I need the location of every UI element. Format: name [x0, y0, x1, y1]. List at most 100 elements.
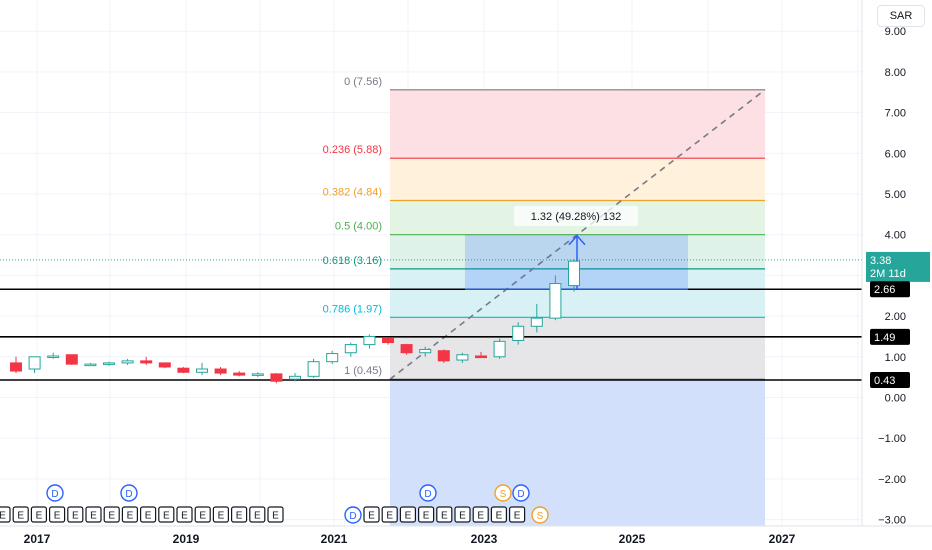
last-price-tag: [866, 251, 930, 282]
price-axis-tick: 8.00: [885, 67, 906, 79]
fib-zone: [390, 317, 765, 380]
earnings-marker[interactable]: [381, 506, 398, 523]
earnings-marker[interactable]: [0, 506, 11, 523]
price-axis-tick: 0.00: [885, 393, 906, 405]
price-axis-tick: −1.00: [878, 433, 906, 445]
candle[interactable]: [530, 317, 543, 327]
earnings-marker[interactable]: [436, 506, 453, 523]
earnings-marker-label: E: [163, 511, 170, 522]
candle[interactable]: [475, 355, 487, 359]
candle[interactable]: [103, 362, 115, 365]
candle[interactable]: [512, 325, 525, 342]
dividend-marker[interactable]: [512, 484, 530, 502]
candle[interactable]: [307, 361, 320, 377]
dividend-marker[interactable]: [419, 484, 437, 502]
dividend-marker[interactable]: [344, 506, 362, 524]
candle[interactable]: [344, 344, 357, 354]
dividend-marker-label: D: [51, 489, 58, 500]
candle[interactable]: [140, 360, 153, 364]
price-range-label: 1.32 (49.28%) 132: [531, 211, 622, 223]
split-marker-label: S: [500, 489, 507, 500]
earnings-marker[interactable]: [249, 506, 266, 523]
currency-selector-button[interactable]: SAR: [877, 5, 925, 27]
candle[interactable]: [326, 353, 339, 363]
price-range-arrowhead: [568, 234, 586, 246]
dividend-marker-label: D: [424, 489, 431, 500]
earnings-marker[interactable]: [12, 506, 29, 523]
fib-level-label: 1 (0.45): [344, 365, 382, 377]
candle[interactable]: [456, 354, 469, 361]
candle[interactable]: [270, 373, 283, 382]
earnings-marker[interactable]: [363, 506, 380, 523]
dividend-marker-label: D: [125, 489, 132, 500]
candle[interactable]: [65, 354, 78, 365]
level-price-tag: [870, 328, 910, 345]
earnings-marker[interactable]: [472, 506, 489, 523]
time-axis-tick: 2017: [24, 532, 51, 546]
earnings-marker[interactable]: [490, 506, 507, 523]
earnings-marker[interactable]: [399, 506, 416, 523]
time-axis-tick: 2025: [619, 532, 646, 546]
candle[interactable]: [233, 372, 246, 376]
price-axis-tick: 7.00: [885, 108, 906, 120]
candle[interactable]: [400, 344, 413, 354]
candle[interactable]: [289, 375, 301, 380]
dividend-marker[interactable]: [46, 484, 64, 502]
earnings-marker-label: E: [423, 511, 430, 522]
candle[interactable]: [121, 360, 134, 364]
earnings-marker[interactable]: [418, 506, 435, 523]
price-axis-tick: 9.00: [885, 26, 906, 38]
fib-zone: [390, 89, 765, 159]
earnings-marker-label: E: [17, 511, 24, 522]
price-axis-tick: 1.00: [885, 352, 906, 364]
fib-level-label: 0.382 (4.84): [323, 187, 382, 199]
earnings-marker[interactable]: [231, 506, 248, 523]
candle[interactable]: [47, 355, 60, 358]
candle[interactable]: [549, 283, 562, 319]
level-price-label: 1.49: [874, 332, 895, 344]
candle[interactable]: [382, 337, 394, 344]
earnings-marker[interactable]: [267, 506, 284, 523]
candle[interactable]: [10, 362, 22, 372]
dividend-marker[interactable]: [120, 484, 138, 502]
earnings-marker[interactable]: [67, 506, 84, 523]
earnings-marker[interactable]: [212, 506, 229, 523]
candle[interactable]: [28, 356, 41, 370]
candle[interactable]: [158, 362, 171, 368]
earnings-marker-label: E: [405, 511, 412, 522]
earnings-marker-label: E: [496, 511, 503, 522]
split-marker[interactable]: [494, 484, 512, 502]
candle[interactable]: [214, 368, 227, 374]
earnings-marker[interactable]: [85, 506, 102, 523]
candle[interactable]: [177, 367, 190, 373]
earnings-marker-label: E: [127, 511, 134, 522]
earnings-marker[interactable]: [194, 506, 211, 523]
candle[interactable]: [493, 340, 506, 358]
earnings-marker[interactable]: [158, 506, 175, 523]
earnings-marker[interactable]: [509, 506, 526, 523]
candle[interactable]: [84, 363, 97, 367]
earnings-marker[interactable]: [30, 506, 47, 523]
fib-trend-line[interactable]: [389, 89, 766, 380]
earnings-marker[interactable]: [121, 506, 139, 523]
dividend-marker-label: D: [349, 511, 356, 522]
candle[interactable]: [251, 373, 264, 376]
fib-level-label: 0.5 (4.00): [335, 221, 382, 233]
earnings-marker[interactable]: [176, 506, 193, 523]
earnings-marker[interactable]: [48, 506, 66, 523]
candle[interactable]: [437, 350, 450, 362]
price-axis-tick: −2.00: [878, 474, 906, 486]
price-axis-tick: 5.00: [885, 189, 906, 201]
split-marker[interactable]: [531, 506, 549, 524]
price-range-label-bg: [514, 206, 638, 226]
earnings-marker-label: E: [0, 511, 6, 522]
earnings-marker[interactable]: [103, 506, 120, 523]
level-price-label: 2.66: [874, 284, 895, 296]
earnings-marker[interactable]: [140, 506, 157, 523]
candle[interactable]: [419, 348, 432, 354]
candle[interactable]: [568, 260, 580, 287]
candle[interactable]: [196, 368, 208, 373]
earnings-marker[interactable]: [454, 506, 471, 523]
candle[interactable]: [363, 335, 376, 346]
